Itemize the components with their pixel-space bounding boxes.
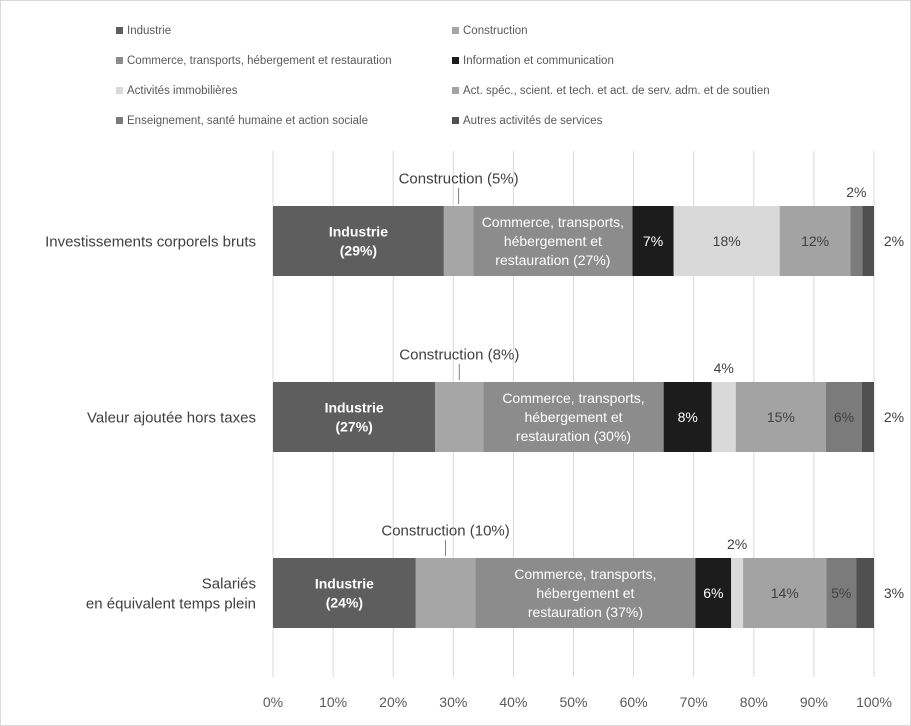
- bar-segment-activites-immobilieres: [673, 206, 780, 276]
- bar-segment-industrie: [273, 382, 436, 452]
- data-label: 5%: [831, 585, 851, 601]
- data-label: Industrie (27%): [325, 399, 384, 434]
- data-label: Commerce, transports, hébergement et resta…: [514, 566, 656, 620]
- data-label: 2%: [846, 184, 866, 200]
- bar-segment-information-et-communication: [663, 382, 712, 452]
- data-label: Construction (10%): [381, 522, 509, 539]
- x-tick-label: 70%: [680, 694, 708, 710]
- bar-segment-information-et-communication: [632, 206, 674, 276]
- x-tick-label: 10%: [319, 694, 347, 710]
- legend-label-activites-immobilieres: Activités immobilières: [127, 85, 238, 97]
- legend-swatch: [116, 27, 123, 34]
- bar-segment-construction: [415, 558, 476, 628]
- data-label: 12%: [801, 233, 829, 249]
- bar-segment-industrie: [273, 558, 416, 628]
- legend-label-industrie: Industrie: [127, 25, 171, 37]
- data-label: Commerce, transports, hébergement et resta…: [482, 214, 624, 268]
- x-tick-label: 20%: [379, 694, 407, 710]
- category-label: Investissements corporels bruts: [45, 233, 256, 250]
- data-label: Construction (8%): [399, 346, 519, 363]
- bar-segment-activites-immobilieres: [711, 382, 736, 452]
- legend-swatch: [452, 117, 459, 124]
- x-tick-label: 50%: [559, 694, 587, 710]
- category-label: Salariés en équivalent temps plein: [86, 575, 256, 612]
- bar-segment-industrie: [273, 206, 444, 276]
- category-label: Valeur ajoutée hors taxes: [87, 409, 256, 426]
- bar-segment-commerce-transports-hebergement-et-resta: [483, 382, 664, 452]
- bar-segment-enseignement-sante-humaine-et-action-soc: [826, 558, 857, 628]
- data-label: 2%: [727, 536, 747, 552]
- legend-label-act-spec-scient-et-tech-et-act-de-serv-a: Act. spéc., scient. et tech. et act. de …: [463, 85, 770, 97]
- data-label: 8%: [678, 409, 698, 425]
- bar-segment-commerce-transports-hebergement-et-resta: [475, 558, 696, 628]
- x-tick-label: 100%: [856, 694, 892, 710]
- data-label: 14%: [771, 585, 799, 601]
- legend-label-enseignement-sante-humaine-et-action-soc: Enseignement, santé humaine et action so…: [127, 115, 368, 127]
- legend-swatch: [452, 87, 459, 94]
- bar-segment-act-spec-scient-et-tech-et-act-de-serv-a: [735, 382, 826, 452]
- data-label: 18%: [713, 233, 741, 249]
- bar-segment-construction: [443, 206, 474, 276]
- bar-segment-construction: [435, 382, 484, 452]
- data-label: Industrie (24%): [315, 575, 374, 610]
- data-label: 2%: [884, 409, 904, 425]
- bar-segment-activites-immobilieres: [731, 558, 744, 628]
- data-label: 6%: [834, 409, 854, 425]
- x-tick-label: 90%: [800, 694, 828, 710]
- bar-segment-enseignement-sante-humaine-et-action-soc: [825, 382, 862, 452]
- bar-segment-act-spec-scient-et-tech-et-act-de-serv-a: [779, 206, 851, 276]
- data-label: 2%: [884, 233, 904, 249]
- legend-swatch: [452, 57, 459, 64]
- bar-segment-autres-activites-de-services: [856, 558, 874, 628]
- x-tick-label: 30%: [439, 694, 467, 710]
- legend-label-autres-activites-de-services: Autres activités de services: [463, 115, 603, 127]
- legend-label-information-et-communication: Information et communication: [463, 55, 614, 67]
- legend-swatch: [116, 87, 123, 94]
- data-label: 7%: [643, 233, 663, 249]
- legend-label-commerce-transports-hebergement-et-resta: Commerce, transports, hébergement et res…: [127, 55, 392, 67]
- x-tick-label: 80%: [740, 694, 768, 710]
- bar-segment-commerce-transports-hebergement-et-resta: [473, 206, 633, 276]
- bar-segment-autres-activites-de-services: [862, 206, 874, 276]
- legend-label-construction: Construction: [463, 25, 528, 37]
- legend-swatch: [452, 27, 459, 34]
- bar-segment-autres-activites-de-services: [861, 382, 874, 452]
- legend-swatch: [116, 57, 123, 64]
- bar-segment-information-et-communication: [695, 558, 732, 628]
- bar-segment-enseignement-sante-humaine-et-action-soc: [850, 206, 863, 276]
- x-tick-label: 0%: [263, 694, 283, 710]
- data-label: 6%: [703, 585, 723, 601]
- data-label: Construction (5%): [399, 170, 519, 187]
- legend-swatch: [116, 117, 123, 124]
- data-label: 4%: [714, 360, 734, 376]
- data-label: 3%: [884, 585, 904, 601]
- data-label: 15%: [767, 409, 795, 425]
- data-label: Commerce, transports, hébergement et resta…: [502, 390, 644, 444]
- data-label: Industrie (29%): [329, 223, 388, 258]
- bar-segment-act-spec-scient-et-tech-et-act-de-serv-a: [743, 558, 827, 628]
- x-tick-label: 60%: [620, 694, 648, 710]
- x-tick-label: 40%: [499, 694, 527, 710]
